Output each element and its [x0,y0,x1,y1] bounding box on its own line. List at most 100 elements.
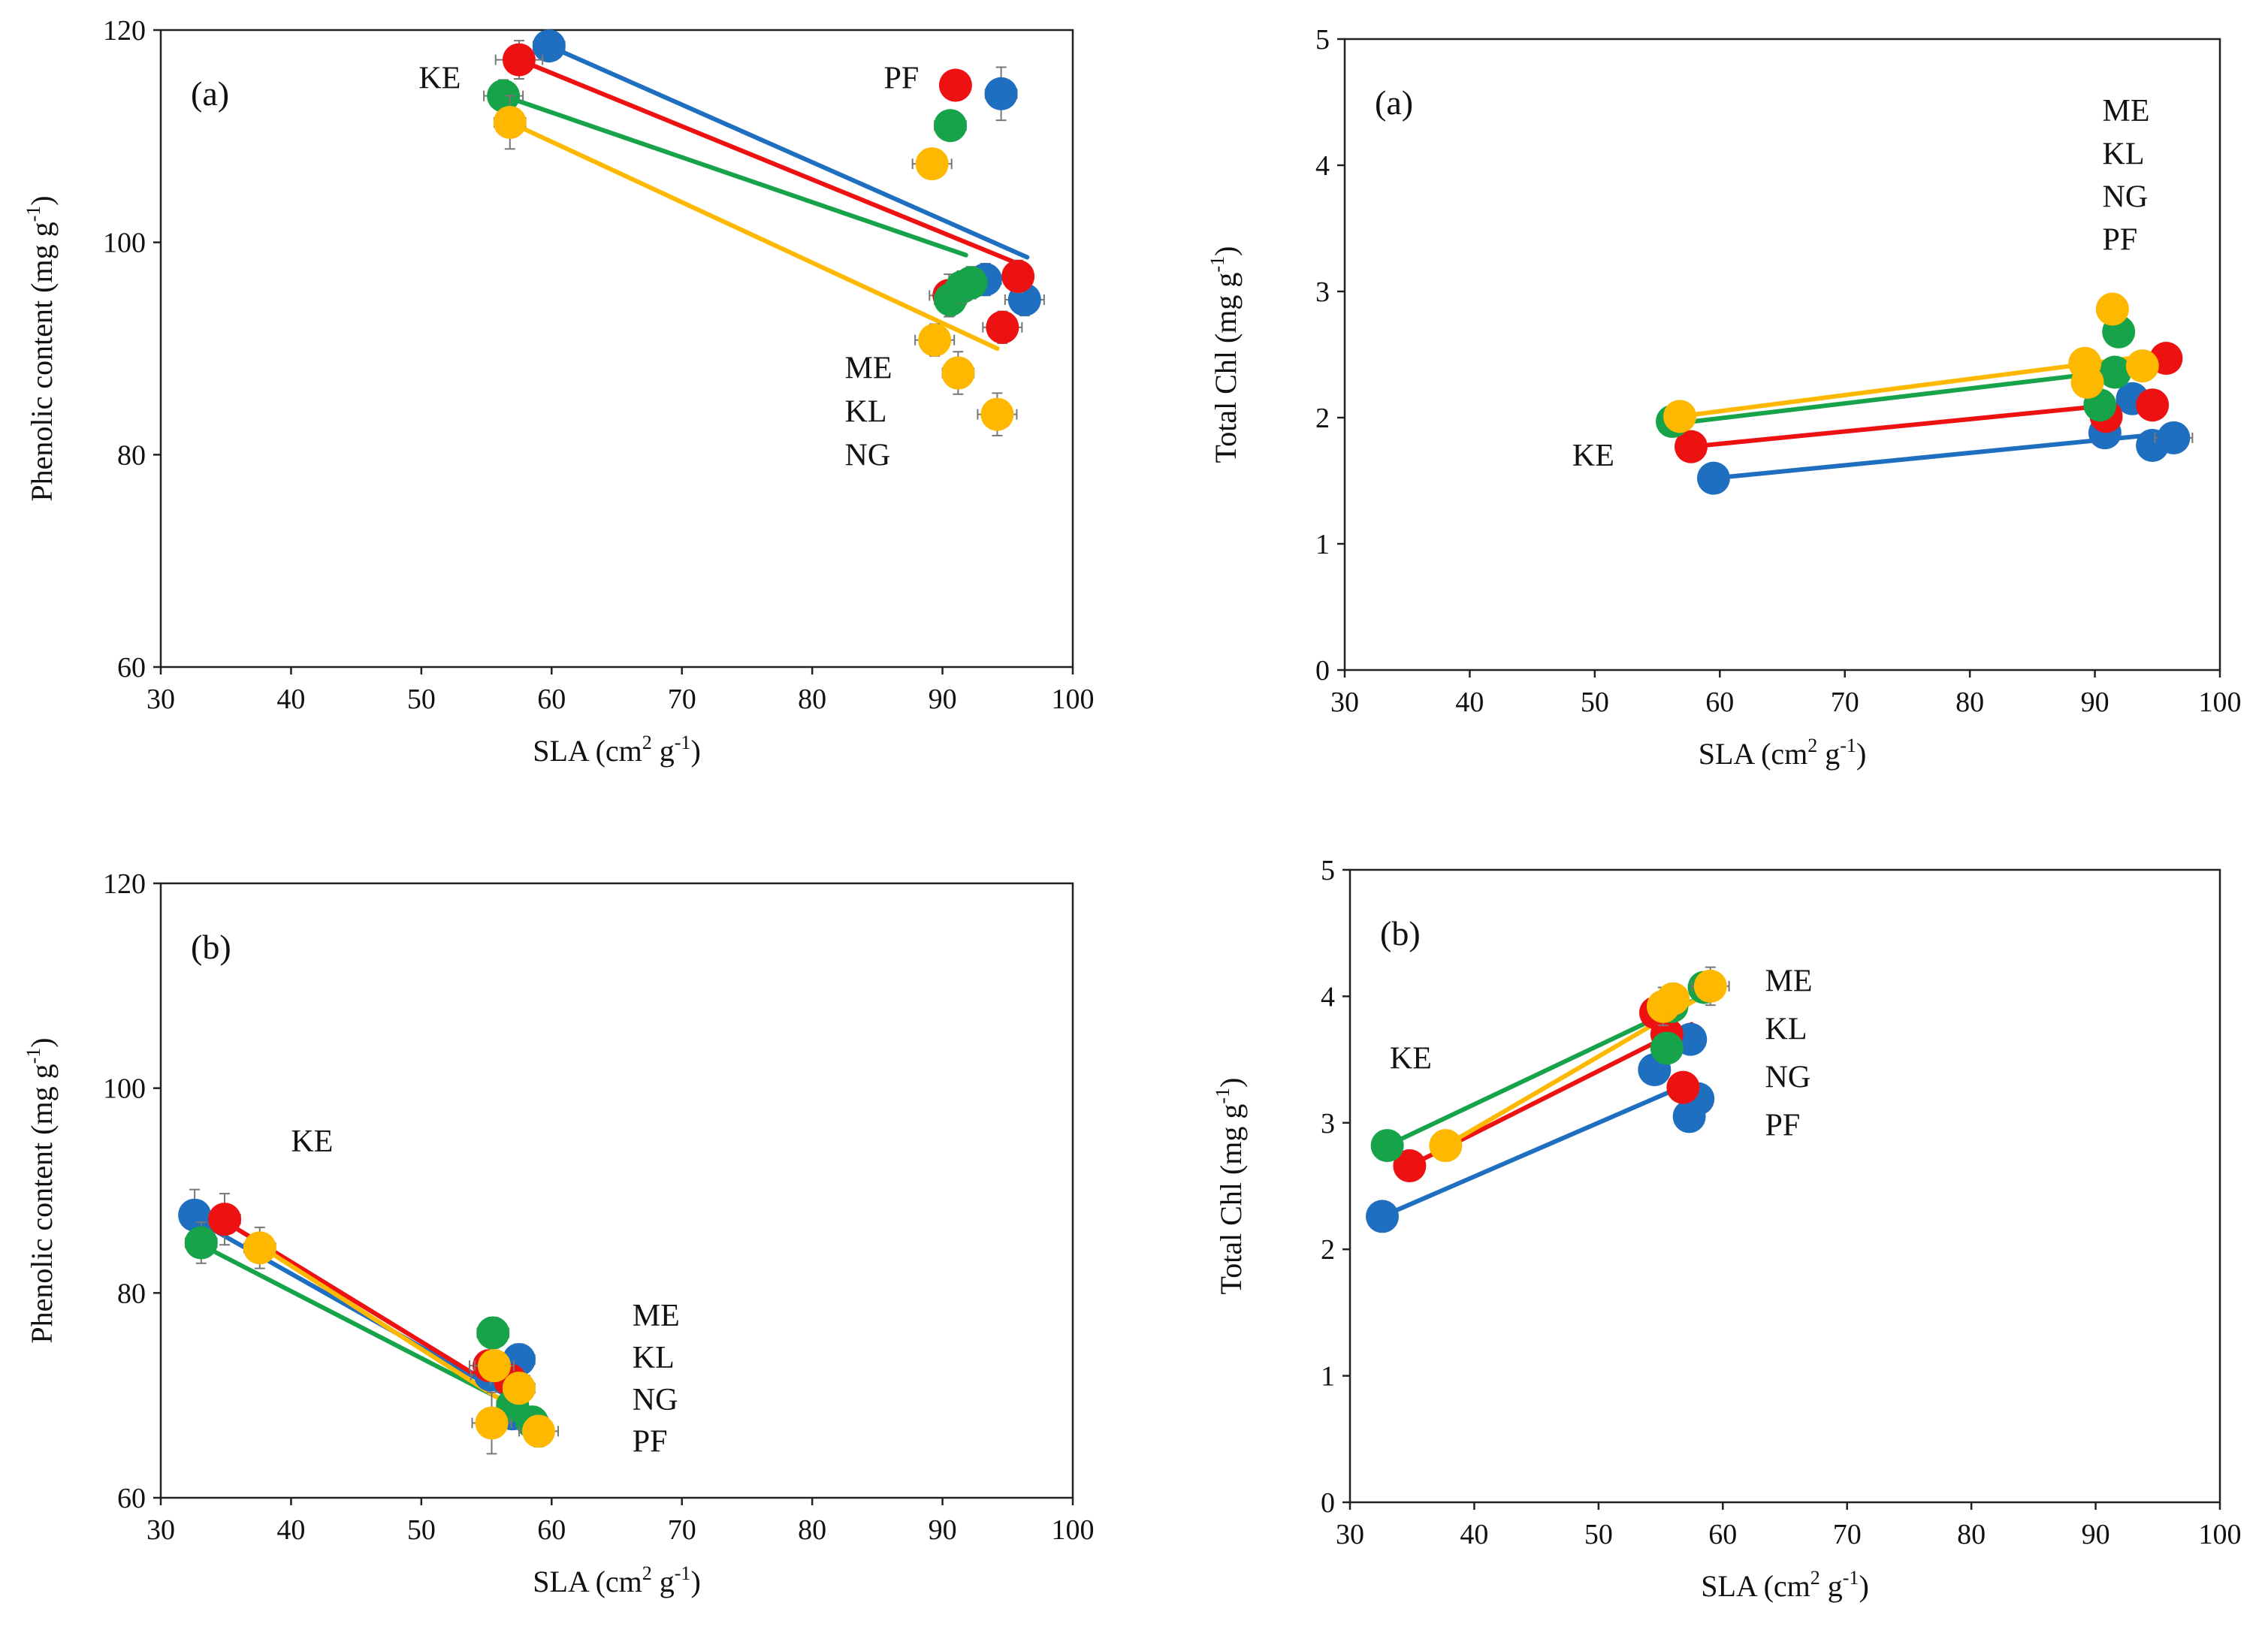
y-tick-label: 120 [103,15,146,47]
x-axis-title-mid: g [652,1565,675,1598]
site-label-pf: PF [884,62,920,96]
y-tick-label: 2 [1321,1234,1335,1266]
x-axis-title-mid: g [1820,1569,1843,1603]
y-tick-label: 4 [1315,150,1330,182]
site-label-pf: PF [2103,223,2138,258]
x-tick-label: 60 [1708,1519,1737,1550]
data-point-ng [1370,1129,1404,1163]
x-tick-label: 30 [146,1514,175,1546]
y-axis-title-sup: -1 [23,1048,44,1064]
plot-frame [159,29,1074,669]
x-axis-title-main: SLA (cm [1699,737,1808,771]
x-tick-label: 90 [929,1514,957,1546]
x-tick-label: 100 [1052,1514,1095,1546]
data-point-kl [986,310,1019,344]
site-label-kl: KL [2103,137,2145,171]
x-axis-title-sup: 2 [1807,735,1817,756]
x-tick-label: 30 [1330,687,1359,718]
panel-label: (a) [191,74,229,113]
y-tick-label: 80 [117,1278,146,1309]
data-point-kl [207,1203,241,1236]
site-label-me: ME [1765,964,1813,999]
data-point-ng [1650,1031,1684,1065]
data-point-kl [938,68,972,102]
site-label-ke: KE [291,1124,333,1159]
x-axis-title-sup: 2 [642,732,652,753]
x-tick-label: 30 [1336,1519,1364,1550]
y-axis-title: Phenolic content (mg g-1) [23,195,59,501]
trendline-ng [1670,368,2120,427]
data-point-me [984,77,1018,110]
data-point-kl [502,43,536,77]
y-tick-label: 2 [1315,403,1330,434]
x-axis-title-main: SLA (cm [533,734,642,768]
trendline-pf [507,119,1000,351]
y-axis-title-main: Total Chl (mg g [1209,273,1243,463]
x-tick-label: 30 [146,684,175,715]
x-tick-label: 70 [1833,1519,1862,1550]
y-tick-label: 60 [117,1483,146,1514]
y-tick-label: 80 [117,439,146,471]
x-tick-label: 60 [537,684,566,715]
y-axis-title-main: Phenolic content (mg g [25,222,59,501]
x-axis-title-end: ) [690,1565,700,1598]
data-point-pf [915,147,949,181]
panel-label: (a) [1375,83,1413,122]
trendline-me [546,44,1030,260]
x-tick-label: 100 [2199,687,2242,718]
x-tick-label: 80 [798,1514,826,1546]
y-tick-label: 1 [1321,1361,1335,1393]
site-label-ng: NG [633,1383,678,1417]
y-axis-title: Phenolic content (mg g-1) [23,1037,59,1343]
y-axis-title-sup: -1 [23,206,44,222]
y-tick-label: 100 [103,1073,146,1105]
data-point-pf [477,1349,511,1383]
data-point-pf [243,1231,276,1265]
x-tick-label: 80 [1955,687,1984,718]
site-label-kl: KL [1765,1013,1807,1047]
data-point-pf [1663,400,1697,433]
data-point-pf [521,1414,555,1448]
data-point-ng [2098,355,2132,389]
data-point-pf [1656,982,1690,1016]
data-point-pf [980,397,1014,431]
data-point-me [1696,461,1730,495]
data-point-me [2157,421,2191,454]
site-label-ng: NG [845,438,891,472]
trendline-me [1380,1079,1694,1219]
data-point-pf [475,1406,509,1440]
site-label-me: ME [633,1299,680,1333]
data-point-kl [1666,1070,1700,1104]
site-label-me: ME [845,352,892,386]
y-axis-title-sup: -1 [1206,256,1228,273]
x-axis-title-end: ) [1856,737,1866,771]
data-point-me [1672,1100,1706,1133]
site-label-kl: KL [845,395,887,430]
x-axis-title-end: ) [690,734,700,768]
site-label-me: ME [2103,94,2150,128]
x-axis-title-main: SLA (cm [1701,1569,1810,1603]
x-axis-title-mid: g [652,734,675,768]
site-label-pf: PF [1765,1109,1801,1143]
site-label-ke: KE [418,62,461,96]
data-point-pf [2070,365,2104,399]
data-point-pf [918,323,952,357]
x-axis-title: SLA (cm2 g-1) [1701,1567,1869,1603]
x-tick-label: 100 [1052,684,1095,715]
y-axis-title-end: ) [25,195,59,205]
data-point-kl [1675,430,1708,463]
x-axis-title-sup: 2 [1810,1567,1820,1589]
data-point-pf [502,1372,536,1405]
y-tick-label: 0 [1315,655,1330,687]
trendline-pf [1678,355,2143,419]
x-tick-label: 70 [1831,687,1859,718]
plot-frame [1343,38,2221,672]
x-tick-label: 90 [2082,1519,2110,1550]
x-axis-title-sup: -1 [1840,735,1856,756]
site-label-ke: KE [1572,439,1614,473]
y-tick-label: 1 [1315,529,1330,560]
